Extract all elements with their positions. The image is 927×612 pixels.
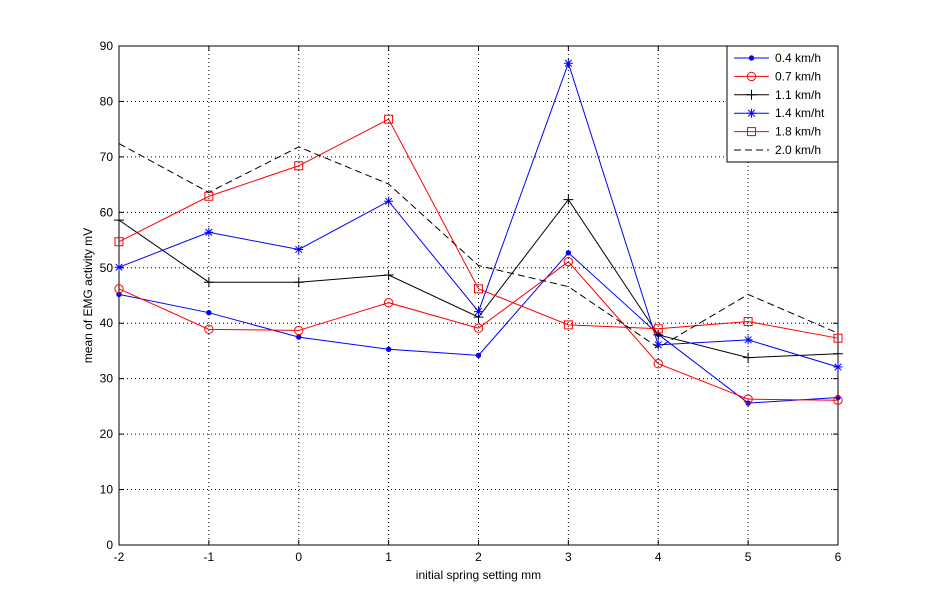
data-point: [833, 395, 843, 405]
legend-marker: [746, 71, 757, 82]
data-point: [384, 114, 394, 124]
x-axis-label: initial spring setting mm: [416, 568, 541, 582]
legend-item: 2.0 km/h: [734, 143, 821, 157]
x-tick-label: 4: [655, 550, 662, 564]
data-point: [473, 323, 484, 333]
x-tick-label: 6: [835, 550, 842, 564]
series-1-4-km-ht: [114, 58, 843, 372]
data-point: [114, 262, 124, 272]
data-point: [204, 324, 214, 335]
data-point: [743, 317, 753, 327]
y-tick-label: 10: [100, 483, 114, 497]
legend-box: [726, 45, 839, 163]
x-tick-label: 0: [295, 550, 302, 564]
data-point: [114, 237, 124, 247]
legend-item: 1.4 km/ht: [734, 106, 825, 120]
data-point: [114, 215, 124, 226]
data-point: [474, 307, 483, 317]
legend-item: 1.8 km/h: [734, 125, 821, 139]
data-point: [474, 284, 483, 294]
data-point: [653, 358, 663, 369]
series-line: [118, 143, 839, 349]
data-point: [294, 161, 304, 171]
series-lines: [114, 58, 843, 406]
legend-marker: [747, 127, 756, 137]
data-point: [204, 227, 214, 237]
data-point: [384, 196, 394, 206]
legend-label: 1.1 km/h: [775, 88, 821, 102]
data-point: [203, 277, 214, 288]
y-tick-label: 90: [100, 39, 114, 53]
data-point: [475, 352, 482, 359]
data-point: [293, 277, 304, 288]
data-point: [833, 348, 843, 359]
data-point: [563, 256, 574, 267]
legend-marker: [746, 89, 757, 100]
legend-marker: [747, 108, 756, 118]
legend-label: 0.4 km/h: [775, 51, 821, 65]
data-point: [743, 394, 753, 404]
y-tick-label: 70: [100, 150, 114, 164]
series-line: [118, 261, 839, 401]
data-point: [833, 333, 843, 343]
legend-item: 1.1 km/h: [734, 88, 821, 102]
x-tick-label: 2: [475, 550, 482, 564]
data-point: [294, 244, 304, 254]
legend-label: 2.0 km/h: [775, 143, 821, 157]
series-1-8-km-h: [114, 114, 843, 343]
x-tick-label: -2: [114, 550, 125, 564]
y-tick-label: 20: [100, 427, 114, 441]
legend-item: 0.4 km/h: [734, 51, 821, 65]
data-point: [563, 320, 573, 330]
data-point: [385, 346, 392, 352]
data-point: [294, 325, 304, 336]
data-point: [653, 340, 663, 350]
y-tick-label: 0: [106, 538, 113, 552]
legend: 0.4 km/h 0.7 km/h 1.1 km/h 1.4 km/ht 1.8 km/…: [726, 45, 839, 163]
x-tick-label: 5: [745, 550, 752, 564]
series-2-0-km-h: [118, 143, 839, 349]
y-tick-label: 30: [100, 372, 114, 386]
legend-item: 0.7 km/h: [734, 69, 821, 83]
y-tick-label: 60: [100, 205, 114, 219]
y-tick-label: 50: [100, 261, 114, 275]
data-point: [653, 324, 663, 334]
data-point: [114, 284, 124, 294]
data-point: [383, 298, 394, 308]
x-tick-label: -1: [204, 550, 215, 564]
x-tick-label: 3: [565, 550, 572, 564]
series-1-1-km-h: [114, 194, 843, 363]
legend-label: 0.7 km/h: [775, 69, 821, 83]
series-0-7-km-h: [114, 256, 843, 405]
data-point: [743, 352, 754, 363]
data-point: [206, 309, 212, 316]
legend-marker: [748, 55, 755, 61]
data-point: [383, 269, 394, 280]
data-point: [565, 250, 572, 256]
legend-label: 1.4 km/ht: [775, 106, 825, 120]
y-tick-label: 80: [100, 94, 114, 108]
data-point: [296, 334, 302, 340]
data-point: [833, 362, 843, 372]
data-point: [563, 58, 573, 68]
series-line: [118, 118, 839, 339]
y-axis-label: mean of EMG activity mV: [81, 228, 95, 363]
data-point: [563, 194, 574, 205]
x-tick-label: 1: [385, 550, 392, 564]
y-tick-label: 40: [100, 316, 114, 330]
legend-label: 1.8 km/h: [775, 125, 821, 139]
data-point: [743, 335, 753, 345]
